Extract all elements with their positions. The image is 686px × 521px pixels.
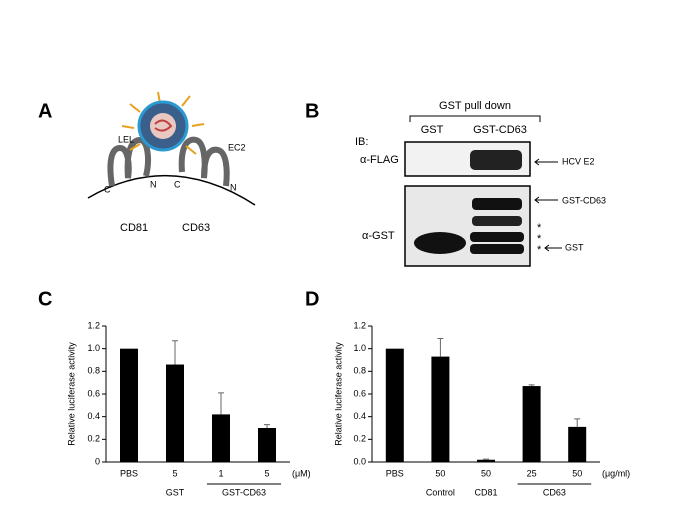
- lane-label: GST: [421, 124, 444, 136]
- y-tick-label: 0: [95, 456, 100, 466]
- bar: [431, 356, 450, 462]
- error-bar: [574, 418, 581, 427]
- error-bar: [172, 340, 178, 365]
- asterisk: *: [537, 244, 542, 256]
- asterisk: *: [537, 222, 542, 234]
- protein-label: CD81: [120, 222, 148, 234]
- y-tick-label: 1.0: [353, 343, 366, 353]
- bracket: [409, 115, 541, 122]
- unit-label: (μg/ml): [602, 468, 630, 478]
- bar: [212, 414, 230, 462]
- band-label: GST: [565, 242, 584, 252]
- bar: [522, 386, 541, 462]
- panel-label: D: [305, 288, 319, 310]
- error-bar: [437, 337, 444, 357]
- pull-down-label: GST pull down: [439, 100, 511, 112]
- y-tick-label: 0.4: [353, 411, 366, 421]
- diagram: [87, 91, 256, 206]
- group-label: GST-CD63: [222, 487, 266, 497]
- x-tick-label: 50: [435, 468, 445, 478]
- x-tick-label: 50: [572, 468, 582, 478]
- bar: [258, 428, 276, 462]
- panel-label: A: [38, 100, 52, 122]
- y-tick-label: 1.2: [353, 320, 366, 330]
- error-bar: [528, 384, 535, 387]
- antibody-label: α-GST: [362, 230, 395, 242]
- x-tick-label: 5: [264, 468, 269, 478]
- group-label: Control: [426, 487, 455, 497]
- y-tick-label: 0.2: [353, 434, 366, 444]
- y-tick-label: 0.6: [87, 388, 100, 398]
- terminus: C: [104, 184, 111, 194]
- band-label: GST-CD63: [562, 195, 606, 205]
- y-tick-label: 1.2: [87, 320, 100, 330]
- y-tick-label: 0.0: [353, 456, 366, 466]
- y-tick-label: 1.0: [87, 343, 100, 353]
- lel-label: LEL: [118, 134, 134, 144]
- band-label: HCV E2: [562, 156, 595, 166]
- terminus: C: [174, 179, 181, 189]
- bar: [120, 348, 138, 462]
- antibody-label: α-FLAG: [360, 154, 399, 166]
- unit-label: (μM): [292, 468, 311, 478]
- bar: [166, 364, 184, 462]
- x-tick-label: PBS: [120, 468, 138, 478]
- x-tick-label: 50: [481, 468, 491, 478]
- x-tick-label: PBS: [386, 468, 404, 478]
- ec2-label: EC2: [228, 142, 246, 152]
- group-label: GST: [166, 487, 185, 497]
- protein-label: CD63: [182, 222, 210, 234]
- error-bar: [218, 392, 224, 415]
- panel-label: B: [305, 100, 319, 122]
- bar: [477, 459, 495, 462]
- terminus: N: [230, 182, 237, 192]
- bar: [385, 348, 404, 462]
- y-tick-label: 0.8: [87, 366, 100, 376]
- y-tick-label: 0.4: [87, 411, 100, 421]
- x-tick-label: 5: [172, 468, 177, 478]
- panel-label: C: [38, 288, 52, 310]
- y-tick-label: 0.6: [353, 388, 366, 398]
- y-tick-label: 0.8: [353, 366, 366, 376]
- y-axis-label: Relative luciferase activity: [333, 342, 343, 446]
- blot: [404, 141, 562, 267]
- asterisk: *: [537, 233, 542, 245]
- terminus: N: [150, 179, 157, 189]
- y-axis-label: Relative luciferase activity: [66, 342, 76, 446]
- x-tick-label: 25: [527, 468, 537, 478]
- bar: [568, 426, 587, 462]
- group-label: CD63: [543, 487, 566, 497]
- x-tick-label: 1: [218, 468, 223, 478]
- group-label: CD81: [474, 487, 497, 497]
- y-tick-label: 0.2: [87, 434, 100, 444]
- lane-label: GST-CD63: [473, 124, 527, 136]
- ib-label: IB:: [355, 136, 368, 148]
- error-bar: [264, 424, 270, 428]
- error-bar: [483, 458, 489, 460]
